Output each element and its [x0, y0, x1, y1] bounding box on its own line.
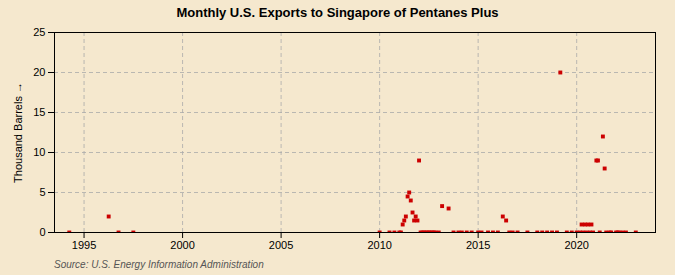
- svg-text:2020: 2020: [564, 239, 588, 251]
- svg-text:10: 10: [33, 146, 45, 158]
- svg-text:1995: 1995: [72, 239, 96, 251]
- html-text:Source: U.S. Energy Informatio: Source: U.S. Energy Information Administ…: [54, 259, 264, 270]
- svg-text:Thousand Barrels →: Thousand Barrels →: [12, 82, 24, 183]
- svg-text:2010: 2010: [367, 239, 391, 251]
- svg-text:2015: 2015: [466, 239, 490, 251]
- svg-text:0: 0: [39, 226, 45, 238]
- svg-text:2000: 2000: [170, 239, 194, 251]
- svg-text:20: 20: [33, 66, 45, 78]
- svg-text:2005: 2005: [269, 239, 293, 251]
- svg-text:15: 15: [33, 106, 45, 118]
- html-text:Monthly U.S. Exports to Singap: Monthly U.S. Exports to Singapore of Pen…: [176, 5, 499, 20]
- svg-text:5: 5: [39, 186, 45, 198]
- svg-text:25: 25: [33, 26, 45, 38]
